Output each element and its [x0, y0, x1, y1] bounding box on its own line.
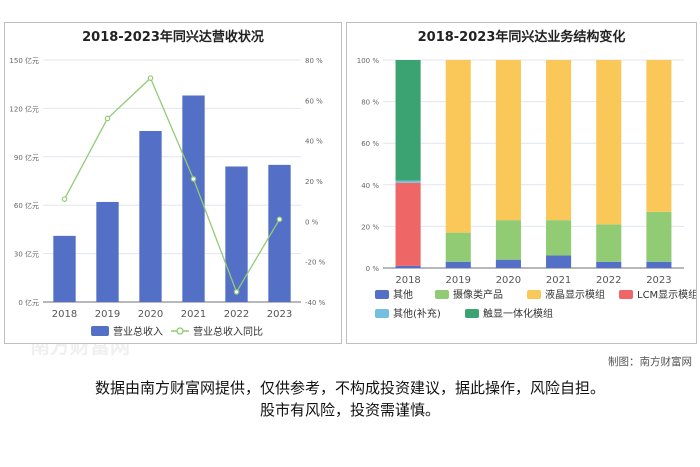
- y-tick-label: 120 亿元: [9, 104, 39, 113]
- yoy-point: [276, 216, 283, 223]
- disclaimer-line: 股市有风险，投资需谨慎。: [259, 401, 440, 419]
- stacked-bar-segment: [646, 60, 672, 212]
- bar: [53, 235, 76, 302]
- stacked-bar-segment: [395, 265, 421, 268]
- y-tick-label: 40 %: [361, 182, 379, 190]
- stacked-bar-segment: [646, 211, 672, 262]
- yoy-point: [233, 289, 240, 295]
- legend-swatch: [465, 309, 479, 318]
- bar: [182, 95, 205, 302]
- legend-label: 营业总收入同比: [193, 325, 263, 338]
- bar: [139, 130, 162, 302]
- bar: [225, 166, 248, 302]
- y2-tick-label: 0 %: [305, 218, 319, 226]
- y2-tick-label: 60 %: [305, 97, 323, 105]
- stacked-bar-segment: [596, 261, 622, 268]
- structure-chart: 0 % 20 % 40 % 60 % 80 % 100 % 2018 2019 2020 2021…: [357, 57, 696, 320]
- stacked-bar-segment: [495, 259, 521, 268]
- revenue-chart-panel: 2018-2023年同兴达营收状况 0 亿元 30 亿元 60 亿元 90 亿元 120…: [4, 22, 342, 344]
- stacked-bar-segment: [495, 220, 521, 260]
- stacked-bar-segment: [596, 224, 622, 262]
- business-structure-chart-panel: 2018-2023年同兴达业务结构变化 0 % 20 % 40 % 60 % 80 % 1…: [346, 22, 697, 344]
- y-tick-label: 150 亿元: [9, 56, 39, 65]
- legend-label: LCM显示模组: [637, 288, 696, 301]
- legend-label: 液晶显示模组: [545, 288, 605, 301]
- y-tick-label: 90 亿元: [14, 153, 39, 162]
- y-tick-label: 60 亿元: [14, 201, 39, 210]
- y-tick-label: 60 %: [361, 140, 379, 148]
- stacked-bar-segment: [395, 182, 421, 266]
- legend-swatch: [435, 290, 449, 299]
- x-tick-label: 2022: [596, 275, 621, 286]
- disclaimer: 数据由南方财富网提供，仅供参考，不构成投资建议，据此操作，风险自担。 股市有风险…: [0, 377, 700, 421]
- y2-tick-label: -20 %: [305, 259, 326, 267]
- legend-label: 其他: [393, 288, 413, 301]
- x-tick-label: 2019: [95, 309, 120, 320]
- y-tick-label: 20 %: [361, 223, 379, 231]
- x-tick-label: 2021: [181, 309, 206, 320]
- stacked-bar-segment: [395, 180, 421, 183]
- stacked-bar-segment: [495, 60, 521, 221]
- y-tick-label: 0 亿元: [18, 298, 39, 307]
- stacked-bar-segment: [546, 60, 572, 221]
- y-tick-label: 30 亿元: [14, 250, 39, 259]
- stacked-bar-segment: [445, 232, 471, 262]
- bar: [96, 201, 119, 302]
- legend-swatch: [375, 290, 389, 299]
- bar: [268, 164, 291, 302]
- x-tick-label: 2018: [52, 309, 77, 320]
- legend-swatch: [91, 326, 109, 336]
- legend-label: 摄像类产品: [453, 288, 503, 301]
- y2-tick-label: 80 %: [305, 57, 323, 65]
- legend-label: 营业总收入: [113, 325, 163, 338]
- yoy-point: [147, 75, 154, 81]
- x-tick-label: 2023: [267, 309, 292, 320]
- chart-title: 2018-2023年同兴达业务结构变化: [417, 30, 626, 45]
- legend-swatch: [527, 290, 541, 299]
- x-tick-label: 2020: [496, 275, 521, 286]
- revenue-chart: 0 亿元 30 亿元 60 亿元 90 亿元 120 亿元 150 亿元 -40 % -20 …: [9, 56, 326, 338]
- yoy-line: [63, 77, 281, 294]
- stacked-bar-segment: [445, 60, 471, 233]
- legend-swatch: [375, 309, 389, 318]
- disclaimer-line: 数据由南方财富网提供，仅供参考，不构成投资建议，据此操作，风险自担。: [94, 379, 605, 397]
- y-tick-label: 80 %: [361, 99, 379, 107]
- legend-swatch: [619, 290, 633, 299]
- yoy-point: [190, 176, 197, 182]
- legend-label: 触显一体化模组: [483, 307, 553, 320]
- y2-tick-label: 40 %: [305, 138, 323, 146]
- stacked-bar-segment: [395, 60, 421, 181]
- stacked-bar-segment: [445, 261, 471, 268]
- x-tick-label: 2023: [646, 275, 671, 286]
- stacked-bar-segment: [596, 60, 622, 225]
- legend-label: 其他(补充): [393, 307, 441, 320]
- chart-credit: 制图：南方财富网: [608, 356, 692, 368]
- x-tick-label: 2021: [546, 275, 571, 286]
- stacked-bar-segment: [546, 255, 572, 268]
- yoy-point: [61, 196, 68, 202]
- yoy-point: [104, 115, 111, 122]
- stacked-bar-segment: [546, 220, 572, 256]
- y-tick-label: 0 %: [366, 265, 380, 273]
- y2-tick-label: 20 %: [305, 178, 323, 186]
- legend-swatch: [176, 327, 184, 335]
- x-tick-label: 2022: [224, 309, 249, 320]
- stacked-bar-segment: [646, 261, 672, 268]
- y2-tick-label: -40 %: [305, 299, 326, 307]
- x-tick-label: 2019: [446, 275, 471, 286]
- y-tick-label: 100 %: [357, 57, 380, 65]
- x-tick-label: 2020: [138, 309, 163, 320]
- x-tick-label: 2018: [395, 275, 420, 286]
- chart-title: 2018-2023年同兴达营收状况: [82, 30, 264, 45]
